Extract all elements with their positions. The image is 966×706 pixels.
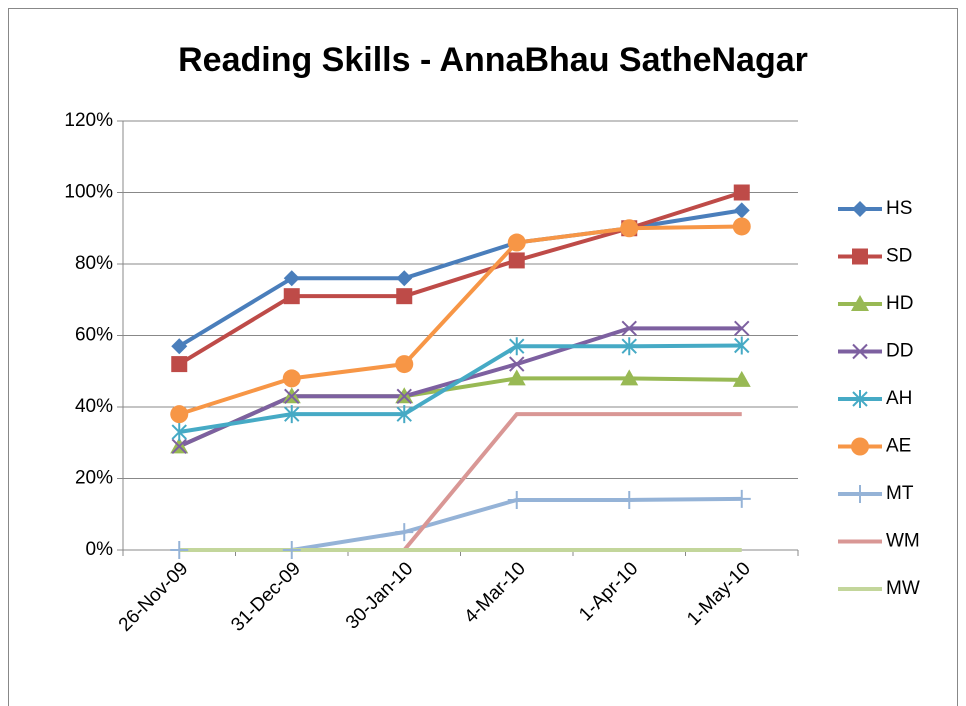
legend-marker [851,485,869,503]
chart-frame [8,8,958,706]
legend-label: WM [886,531,920,552]
legend-marker [851,295,869,311]
legend-label: SD [886,246,912,267]
legend-marker [851,437,869,456]
y-tick-label: 120% [64,110,113,131]
y-tick-label: 20% [75,468,113,489]
y-tick-label: 0% [86,539,114,560]
marker [733,184,750,201]
marker [171,338,188,355]
legend-marker [852,248,868,265]
marker [283,270,300,287]
marker [396,288,413,305]
marker [509,337,525,356]
legend-marker [852,201,868,217]
marker [732,489,751,508]
marker [170,405,189,424]
marker [282,541,301,559]
series-line [178,224,742,417]
legend-label: AE [886,436,911,457]
series-line [178,208,743,348]
legend-label: HS [886,198,912,219]
marker [621,320,637,337]
marker [508,252,525,269]
marker [734,320,750,337]
marker [395,355,414,374]
marker [732,370,751,387]
marker [509,356,525,372]
marker [734,336,750,355]
legend-marker [852,343,868,360]
legend-label: MT [886,483,914,504]
chart-title: Reading Skills - AnnaBhau SatheNagar [178,41,808,79]
legend-label: DD [886,341,913,362]
marker [283,288,300,305]
marker [170,541,189,559]
marker [284,405,300,424]
y-tick-label: 40% [75,396,113,417]
marker [620,369,639,386]
marker [507,490,526,509]
legend-label: AH [886,388,912,409]
series-line [178,343,742,435]
marker [396,388,412,404]
y-tick-label: 80% [75,253,113,274]
series-line [178,190,743,366]
marker [733,202,750,219]
marker [282,369,301,388]
marker [507,233,526,252]
marker [171,438,187,455]
marker [171,356,188,373]
marker [171,423,187,442]
marker [396,270,413,287]
marker [620,219,639,238]
marker [621,337,637,356]
marker [395,523,414,542]
marker [620,490,639,509]
y-tick-label: 100% [64,182,113,203]
y-tick-label: 60% [75,325,113,346]
legend-marker [852,390,868,408]
marker [396,405,412,424]
marker [507,369,526,386]
marker [732,217,751,236]
legend-label: MW [886,578,920,599]
marker [284,388,300,404]
legend-label: HD [886,293,913,314]
